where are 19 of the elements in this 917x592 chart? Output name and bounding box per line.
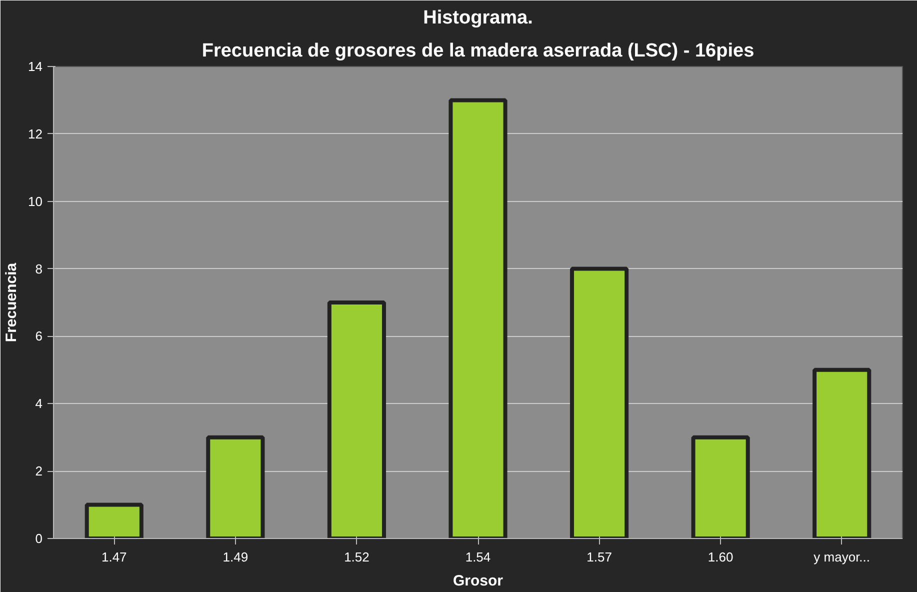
- x-tick-label: 1.52: [344, 550, 370, 564]
- x-tick-label: 1.47: [101, 550, 127, 564]
- x-tick-label: y mayor...: [814, 550, 870, 564]
- chart-title: Histograma.: [423, 8, 533, 28]
- y-tick-label: 2: [35, 464, 43, 479]
- chart-subtitle: Frecuencia de grosores de la madera aserrada (LSC) - 16pies: [202, 40, 754, 62]
- y-tick-label: 12: [28, 126, 43, 142]
- y-tick-label: 14: [28, 59, 43, 74]
- x-tick-label: 1.49: [222, 550, 248, 564]
- y-axis-title: Frecuencia: [3, 262, 20, 342]
- x-tick-label: 1.54: [465, 550, 491, 564]
- y-tick-label: 10: [28, 194, 43, 209]
- y-tick-label: 0: [35, 531, 43, 546]
- x-tick-label: 1.60: [708, 550, 734, 564]
- y-tick-label: 6: [35, 328, 43, 344]
- x-tick-label: 1.57: [586, 550, 612, 564]
- x-axis-title: Grosor: [452, 572, 504, 590]
- y-tick-label: 8: [35, 261, 43, 276]
- y-tick-label: 4: [35, 396, 43, 412]
